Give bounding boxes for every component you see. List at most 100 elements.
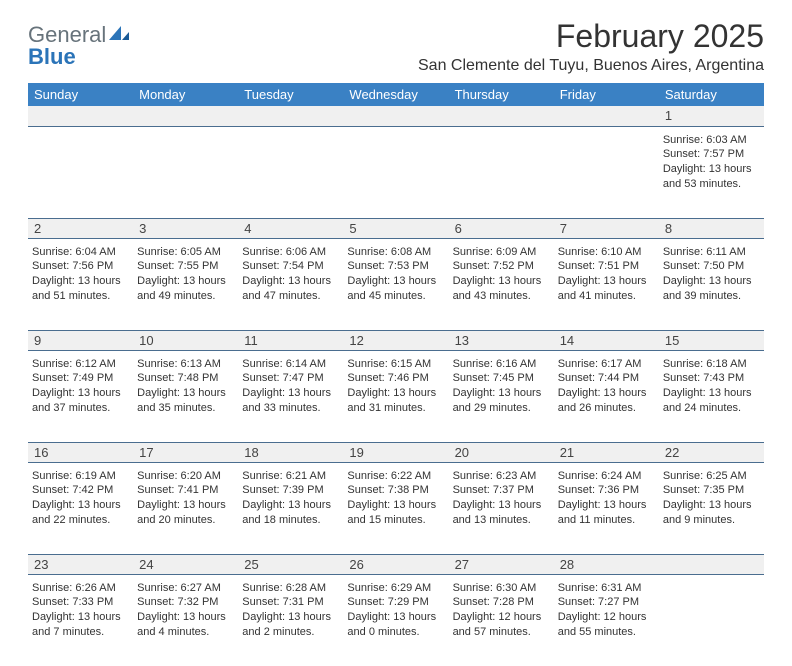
day-number-cell <box>343 106 448 126</box>
day-cell: Sunrise: 6:29 AMSunset: 7:29 PMDaylight:… <box>343 574 448 666</box>
weekday-header: Thursday <box>449 83 554 106</box>
sunrise-text: Sunrise: 6:09 AM <box>453 245 550 260</box>
day-details: Sunrise: 6:04 AMSunset: 7:56 PMDaylight:… <box>32 245 129 304</box>
daylight-text: Daylight: 13 hours and 49 minutes. <box>137 274 234 304</box>
day-number-cell: 16 <box>28 442 133 462</box>
sunset-text: Sunset: 7:38 PM <box>347 483 444 498</box>
daylight-text: Daylight: 13 hours and 29 minutes. <box>453 386 550 416</box>
daylight-text: Daylight: 13 hours and 31 minutes. <box>347 386 444 416</box>
day-cell: Sunrise: 6:24 AMSunset: 7:36 PMDaylight:… <box>554 462 659 554</box>
daylight-text: Daylight: 13 hours and 0 minutes. <box>347 610 444 640</box>
day-cell: Sunrise: 6:16 AMSunset: 7:45 PMDaylight:… <box>449 350 554 442</box>
sunset-text: Sunset: 7:36 PM <box>558 483 655 498</box>
weekday-header: Sunday <box>28 83 133 106</box>
day-number-cell <box>28 106 133 126</box>
day-details: Sunrise: 6:14 AMSunset: 7:47 PMDaylight:… <box>242 357 339 416</box>
day-number-cell: 7 <box>554 218 659 238</box>
sunset-text: Sunset: 7:52 PM <box>453 259 550 274</box>
sunrise-text: Sunrise: 6:18 AM <box>663 357 760 372</box>
day-number-cell: 9 <box>28 330 133 350</box>
day-details: Sunrise: 6:06 AMSunset: 7:54 PMDaylight:… <box>242 245 339 304</box>
daylight-text: Daylight: 13 hours and 4 minutes. <box>137 610 234 640</box>
day-cell <box>659 574 764 666</box>
day-number-cell: 10 <box>133 330 238 350</box>
sunset-text: Sunset: 7:28 PM <box>453 595 550 610</box>
sunrise-text: Sunrise: 6:08 AM <box>347 245 444 260</box>
sunset-text: Sunset: 7:57 PM <box>663 147 760 162</box>
day-details: Sunrise: 6:03 AMSunset: 7:57 PMDaylight:… <box>663 133 760 192</box>
daylight-text: Daylight: 12 hours and 55 minutes. <box>558 610 655 640</box>
sunrise-text: Sunrise: 6:25 AM <box>663 469 760 484</box>
daylight-text: Daylight: 13 hours and 18 minutes. <box>242 498 339 528</box>
day-details: Sunrise: 6:25 AMSunset: 7:35 PMDaylight:… <box>663 469 760 528</box>
day-number-cell: 17 <box>133 442 238 462</box>
day-details: Sunrise: 6:12 AMSunset: 7:49 PMDaylight:… <box>32 357 129 416</box>
day-cell: Sunrise: 6:19 AMSunset: 7:42 PMDaylight:… <box>28 462 133 554</box>
day-cell: Sunrise: 6:22 AMSunset: 7:38 PMDaylight:… <box>343 462 448 554</box>
day-number-cell: 8 <box>659 218 764 238</box>
week-row: Sunrise: 6:03 AMSunset: 7:57 PMDaylight:… <box>28 126 764 218</box>
sunset-text: Sunset: 7:45 PM <box>453 371 550 386</box>
day-number-cell: 6 <box>449 218 554 238</box>
daylight-text: Daylight: 13 hours and 43 minutes. <box>453 274 550 304</box>
day-details: Sunrise: 6:08 AMSunset: 7:53 PMDaylight:… <box>347 245 444 304</box>
sunrise-text: Sunrise: 6:20 AM <box>137 469 234 484</box>
daylight-text: Daylight: 13 hours and 47 minutes. <box>242 274 339 304</box>
day-number-cell: 19 <box>343 442 448 462</box>
week-row: Sunrise: 6:12 AMSunset: 7:49 PMDaylight:… <box>28 350 764 442</box>
week-row: Sunrise: 6:26 AMSunset: 7:33 PMDaylight:… <box>28 574 764 666</box>
day-number-cell: 3 <box>133 218 238 238</box>
sunrise-text: Sunrise: 6:23 AM <box>453 469 550 484</box>
day-cell <box>343 126 448 218</box>
day-number-cell: 4 <box>238 218 343 238</box>
month-title: February 2025 <box>418 18 764 55</box>
weekday-header: Monday <box>133 83 238 106</box>
calendar-table: Sunday Monday Tuesday Wednesday Thursday… <box>28 83 764 666</box>
sunrise-text: Sunrise: 6:16 AM <box>453 357 550 372</box>
day-cell: Sunrise: 6:03 AMSunset: 7:57 PMDaylight:… <box>659 126 764 218</box>
day-cell: Sunrise: 6:05 AMSunset: 7:55 PMDaylight:… <box>133 238 238 330</box>
day-details: Sunrise: 6:09 AMSunset: 7:52 PMDaylight:… <box>453 245 550 304</box>
day-cell: Sunrise: 6:30 AMSunset: 7:28 PMDaylight:… <box>449 574 554 666</box>
sunset-text: Sunset: 7:31 PM <box>242 595 339 610</box>
day-cell: Sunrise: 6:18 AMSunset: 7:43 PMDaylight:… <box>659 350 764 442</box>
day-details: Sunrise: 6:31 AMSunset: 7:27 PMDaylight:… <box>558 581 655 640</box>
day-cell: Sunrise: 6:06 AMSunset: 7:54 PMDaylight:… <box>238 238 343 330</box>
daylight-text: Daylight: 13 hours and 41 minutes. <box>558 274 655 304</box>
sunset-text: Sunset: 7:44 PM <box>558 371 655 386</box>
day-number-cell: 20 <box>449 442 554 462</box>
daylight-text: Daylight: 13 hours and 33 minutes. <box>242 386 339 416</box>
sunrise-text: Sunrise: 6:05 AM <box>137 245 234 260</box>
weekday-header: Friday <box>554 83 659 106</box>
sunset-text: Sunset: 7:51 PM <box>558 259 655 274</box>
day-details: Sunrise: 6:11 AMSunset: 7:50 PMDaylight:… <box>663 245 760 304</box>
day-number-cell <box>449 106 554 126</box>
sunrise-text: Sunrise: 6:14 AM <box>242 357 339 372</box>
sunset-text: Sunset: 7:48 PM <box>137 371 234 386</box>
sunrise-text: Sunrise: 6:26 AM <box>32 581 129 596</box>
day-number-cell: 28 <box>554 554 659 574</box>
day-details: Sunrise: 6:19 AMSunset: 7:42 PMDaylight:… <box>32 469 129 528</box>
day-details: Sunrise: 6:16 AMSunset: 7:45 PMDaylight:… <box>453 357 550 416</box>
weekday-header: Tuesday <box>238 83 343 106</box>
sunrise-text: Sunrise: 6:03 AM <box>663 133 760 148</box>
sunrise-text: Sunrise: 6:13 AM <box>137 357 234 372</box>
sunset-text: Sunset: 7:56 PM <box>32 259 129 274</box>
daylight-text: Daylight: 13 hours and 35 minutes. <box>137 386 234 416</box>
day-cell: Sunrise: 6:10 AMSunset: 7:51 PMDaylight:… <box>554 238 659 330</box>
sunrise-text: Sunrise: 6:31 AM <box>558 581 655 596</box>
sunrise-text: Sunrise: 6:22 AM <box>347 469 444 484</box>
sunrise-text: Sunrise: 6:27 AM <box>137 581 234 596</box>
sunrise-text: Sunrise: 6:15 AM <box>347 357 444 372</box>
day-cell <box>449 126 554 218</box>
sunset-text: Sunset: 7:27 PM <box>558 595 655 610</box>
day-details: Sunrise: 6:15 AMSunset: 7:46 PMDaylight:… <box>347 357 444 416</box>
daylight-text: Daylight: 13 hours and 53 minutes. <box>663 162 760 192</box>
day-cell: Sunrise: 6:23 AMSunset: 7:37 PMDaylight:… <box>449 462 554 554</box>
sunset-text: Sunset: 7:54 PM <box>242 259 339 274</box>
day-number-cell: 27 <box>449 554 554 574</box>
sail-icon <box>107 24 131 47</box>
day-cell <box>28 126 133 218</box>
daylight-text: Daylight: 13 hours and 2 minutes. <box>242 610 339 640</box>
weekday-header-row: Sunday Monday Tuesday Wednesday Thursday… <box>28 83 764 106</box>
